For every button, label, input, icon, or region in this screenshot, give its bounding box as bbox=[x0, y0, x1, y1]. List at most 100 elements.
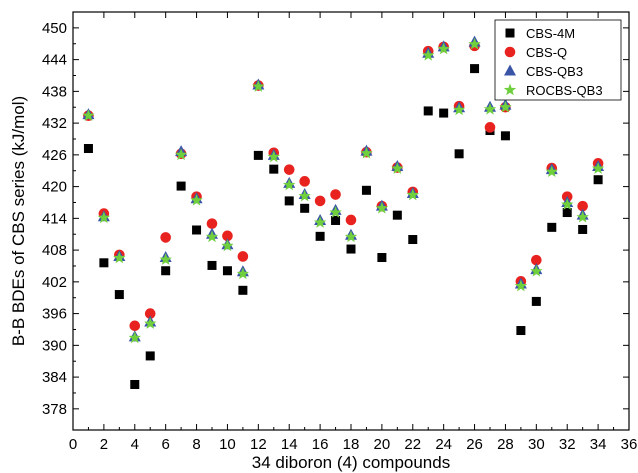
data-point bbox=[145, 351, 155, 361]
data-point bbox=[160, 232, 171, 243]
data-point bbox=[593, 175, 603, 185]
data-point bbox=[562, 208, 572, 218]
data-point bbox=[238, 285, 248, 295]
legend-label: CBS-QB3 bbox=[526, 64, 583, 79]
data-point bbox=[313, 216, 327, 228]
legend-marker bbox=[503, 83, 517, 96]
data-point bbox=[530, 264, 543, 277]
data-point bbox=[129, 320, 141, 332]
legend-marker bbox=[504, 46, 516, 58]
data-point bbox=[578, 224, 588, 234]
data-point bbox=[298, 189, 311, 202]
data-point bbox=[408, 235, 418, 245]
data-point bbox=[452, 103, 466, 116]
x-tick-label: 22 bbox=[404, 436, 421, 453]
data-point bbox=[331, 215, 341, 225]
x-tick-label: 18 bbox=[343, 436, 360, 453]
data-point bbox=[514, 279, 528, 292]
data-point bbox=[561, 198, 574, 210]
data-point bbox=[439, 108, 449, 118]
data-point bbox=[83, 144, 93, 154]
data-point bbox=[283, 178, 296, 191]
data-point bbox=[454, 149, 464, 159]
data-point bbox=[545, 165, 558, 178]
data-point bbox=[113, 251, 126, 264]
data-point bbox=[330, 189, 341, 200]
x-tick-label: 2 bbox=[100, 436, 108, 453]
data-point bbox=[222, 230, 233, 242]
data-point bbox=[300, 203, 310, 213]
data-point bbox=[484, 122, 496, 133]
x-tick-label: 4 bbox=[131, 436, 139, 453]
data-point bbox=[391, 162, 404, 174]
x-tick-label: 10 bbox=[219, 436, 236, 453]
data-point bbox=[531, 254, 542, 266]
x-tick-label: 8 bbox=[192, 436, 200, 453]
x-tick-label: 14 bbox=[281, 436, 298, 453]
data-point bbox=[360, 146, 373, 159]
data-point bbox=[130, 379, 140, 389]
data-point bbox=[299, 176, 310, 187]
data-point bbox=[437, 42, 450, 55]
data-point bbox=[144, 317, 157, 329]
data-point bbox=[406, 188, 419, 201]
legend-label: CBS-4M bbox=[526, 26, 575, 41]
data-point bbox=[377, 253, 387, 263]
series-cbs-4m bbox=[83, 64, 603, 389]
data-point bbox=[468, 37, 481, 50]
data-point bbox=[176, 181, 186, 191]
data-point bbox=[99, 258, 109, 268]
data-points bbox=[82, 35, 605, 389]
x-tick-label: 0 bbox=[69, 436, 77, 453]
data-point bbox=[161, 266, 171, 276]
y-tick-label: 414 bbox=[42, 210, 67, 227]
legend-label: CBS-Q bbox=[526, 45, 567, 60]
data-point bbox=[206, 218, 218, 229]
data-point bbox=[516, 326, 526, 336]
y-tick-label: 390 bbox=[42, 337, 67, 354]
data-point bbox=[207, 260, 217, 270]
data-point bbox=[344, 230, 358, 243]
data-point bbox=[253, 150, 263, 160]
series-rocbs-qb3 bbox=[82, 37, 605, 344]
data-point bbox=[269, 164, 279, 174]
data-point bbox=[591, 162, 605, 174]
data-point bbox=[499, 100, 512, 113]
y-tick-label: 450 bbox=[42, 20, 67, 37]
y-tick-label: 438 bbox=[42, 83, 67, 100]
y-tick-label: 426 bbox=[42, 147, 67, 164]
y-tick-label: 402 bbox=[42, 274, 67, 291]
data-point bbox=[221, 239, 234, 252]
y-tick-label: 420 bbox=[42, 179, 67, 196]
data-point bbox=[128, 331, 141, 344]
legend-box bbox=[494, 19, 622, 101]
data-point bbox=[500, 131, 510, 141]
data-point bbox=[283, 164, 295, 175]
legend-label: ROCBS-QB3 bbox=[526, 83, 603, 98]
data-point bbox=[97, 211, 111, 224]
y-tick-label: 444 bbox=[42, 52, 67, 69]
data-point bbox=[82, 109, 95, 121]
data-point bbox=[483, 102, 497, 115]
x-tick-label: 36 bbox=[621, 436, 638, 453]
data-point bbox=[174, 148, 188, 161]
data-point bbox=[190, 193, 203, 206]
data-point bbox=[577, 200, 588, 212]
x-tick-label: 6 bbox=[161, 436, 169, 453]
y-tick-label: 396 bbox=[42, 306, 67, 323]
x-tick-label: 30 bbox=[528, 436, 545, 453]
x-tick-label: 12 bbox=[250, 436, 267, 453]
data-point bbox=[361, 185, 371, 195]
x-tick-label: 16 bbox=[312, 436, 329, 453]
data-point bbox=[576, 210, 589, 223]
data-point bbox=[159, 253, 172, 265]
legend: CBS-4M CBS-Q CBS-QB3 ROCBS-QB3 bbox=[494, 19, 622, 101]
data-point bbox=[192, 225, 202, 235]
y-tick-label: 432 bbox=[42, 115, 67, 132]
data-point bbox=[252, 80, 265, 92]
data-point bbox=[144, 308, 156, 319]
data-point bbox=[547, 222, 557, 232]
data-point bbox=[237, 251, 249, 262]
data-point bbox=[392, 210, 402, 220]
